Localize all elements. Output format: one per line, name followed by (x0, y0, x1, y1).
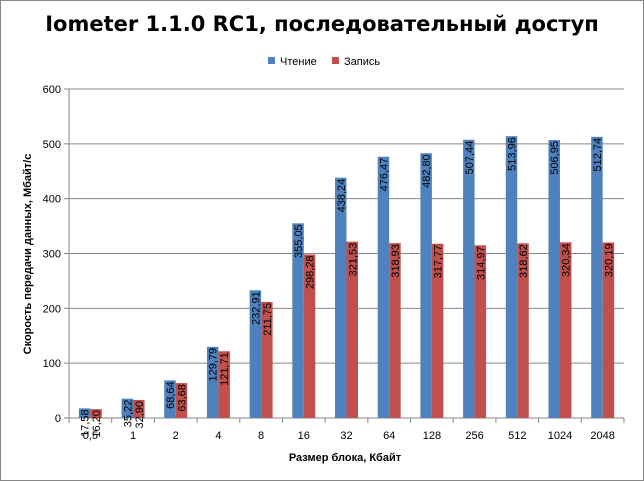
x-tick-label: 32 (340, 430, 352, 442)
x-tick-label: 1 (130, 430, 136, 442)
bars (78, 136, 615, 419)
x-tick-label: 64 (383, 430, 395, 442)
bar-read (78, 408, 91, 418)
chart-title: Iometer 1.1.0 RC1, последовательный дост… (45, 12, 599, 36)
x-axis: 0,5 1 2 4 8 16 32 64 128 256 512 1024 2048 (68, 417, 625, 442)
y-tick-label: 500 (43, 139, 61, 151)
data-label: 318,62 (518, 244, 530, 278)
data-label: 121,71 (219, 352, 231, 386)
y-tick-label: 100 (43, 358, 61, 370)
data-label: 129,79 (208, 348, 220, 382)
data-labels: 17,58 35,22 68,64 129,79 232,91 355,05 438,24 4… (80, 137, 616, 437)
legend-label: Чтение (280, 56, 317, 68)
bar-read (335, 177, 347, 418)
bar-write (303, 254, 316, 418)
data-label: 35,22 (122, 400, 134, 428)
y-tick-label: 600 (43, 84, 61, 96)
x-tick-label: 256 (465, 430, 483, 442)
bar-write (602, 242, 615, 418)
data-label: 211,75 (262, 303, 274, 336)
bar-write (474, 245, 487, 418)
bar-read (591, 136, 603, 418)
legend-swatch (268, 57, 275, 64)
x-tick-label: 4 (215, 430, 221, 442)
bar-write (517, 243, 529, 418)
data-label: 63,68 (176, 384, 188, 412)
bar-write (431, 243, 444, 418)
y-tick-label: 300 (43, 249, 61, 261)
x-tick-label: 1024 (548, 430, 572, 442)
data-label: 298,28 (305, 255, 317, 289)
bar-read (463, 139, 475, 419)
data-label: 232,91 (250, 291, 262, 325)
data-label: 355,05 (293, 224, 305, 258)
bar-write (175, 383, 188, 418)
legend-swatch (332, 57, 339, 64)
data-label: 482,80 (421, 154, 433, 188)
bar-read (292, 223, 304, 418)
y-tick-label: 400 (43, 194, 61, 206)
data-label: 320,34 (561, 243, 573, 277)
bar-read (206, 346, 219, 418)
data-label: 506,95 (549, 141, 561, 175)
data-label: 16,20 (91, 410, 103, 438)
bar-read (164, 380, 176, 418)
x-tick-label: 16 (298, 430, 310, 442)
bar-read (420, 153, 432, 419)
data-label: 17,58 (80, 409, 92, 437)
bar-write (90, 409, 102, 418)
x-axis-title: Размер блока, Кбайт (289, 452, 402, 464)
chart-legend: Чтение Запись (268, 56, 380, 68)
legend-label: Запись (344, 56, 380, 68)
x-tick-label: 8 (258, 430, 264, 442)
x-tick-label: 0,5 (83, 430, 98, 442)
bar-read (505, 136, 518, 419)
x-tick-label: 128 (423, 430, 441, 442)
x-tick-label: 512 (508, 430, 526, 442)
data-label: 512,74 (592, 138, 604, 172)
x-tick-label: 2 (173, 430, 179, 442)
bar-read (121, 398, 134, 418)
data-label: 68,64 (165, 381, 177, 409)
data-label: 317,77 (433, 245, 445, 279)
bar-write (389, 243, 401, 418)
data-label: 318,93 (390, 244, 402, 278)
data-label: 513,96 (507, 137, 519, 171)
bar-write (559, 242, 572, 418)
data-label: 476,47 (378, 158, 390, 192)
bar-read (548, 140, 560, 419)
data-label: 507,44 (464, 141, 476, 175)
data-label: 320,19 (603, 243, 615, 277)
y-axis-title: Скорость передачи данных, Мбайт/с (22, 154, 34, 355)
y-tick-label: 0 (55, 413, 61, 425)
bar-write (218, 351, 230, 418)
bar-read (377, 156, 390, 419)
data-label: 32,90 (134, 401, 146, 429)
gridlines (69, 88, 624, 364)
bar-read (249, 290, 262, 418)
y-tick-label: 200 (43, 303, 61, 315)
bar-write (261, 301, 273, 418)
data-label: 438,24 (336, 179, 348, 213)
data-label: 314,97 (475, 246, 487, 280)
y-axis: 0 100 200 300 400 500 600 (43, 84, 70, 425)
x-tick-label: 2048 (590, 430, 614, 442)
bar-write (133, 399, 145, 418)
data-label: 321,53 (347, 243, 359, 277)
bar-write (346, 241, 358, 418)
